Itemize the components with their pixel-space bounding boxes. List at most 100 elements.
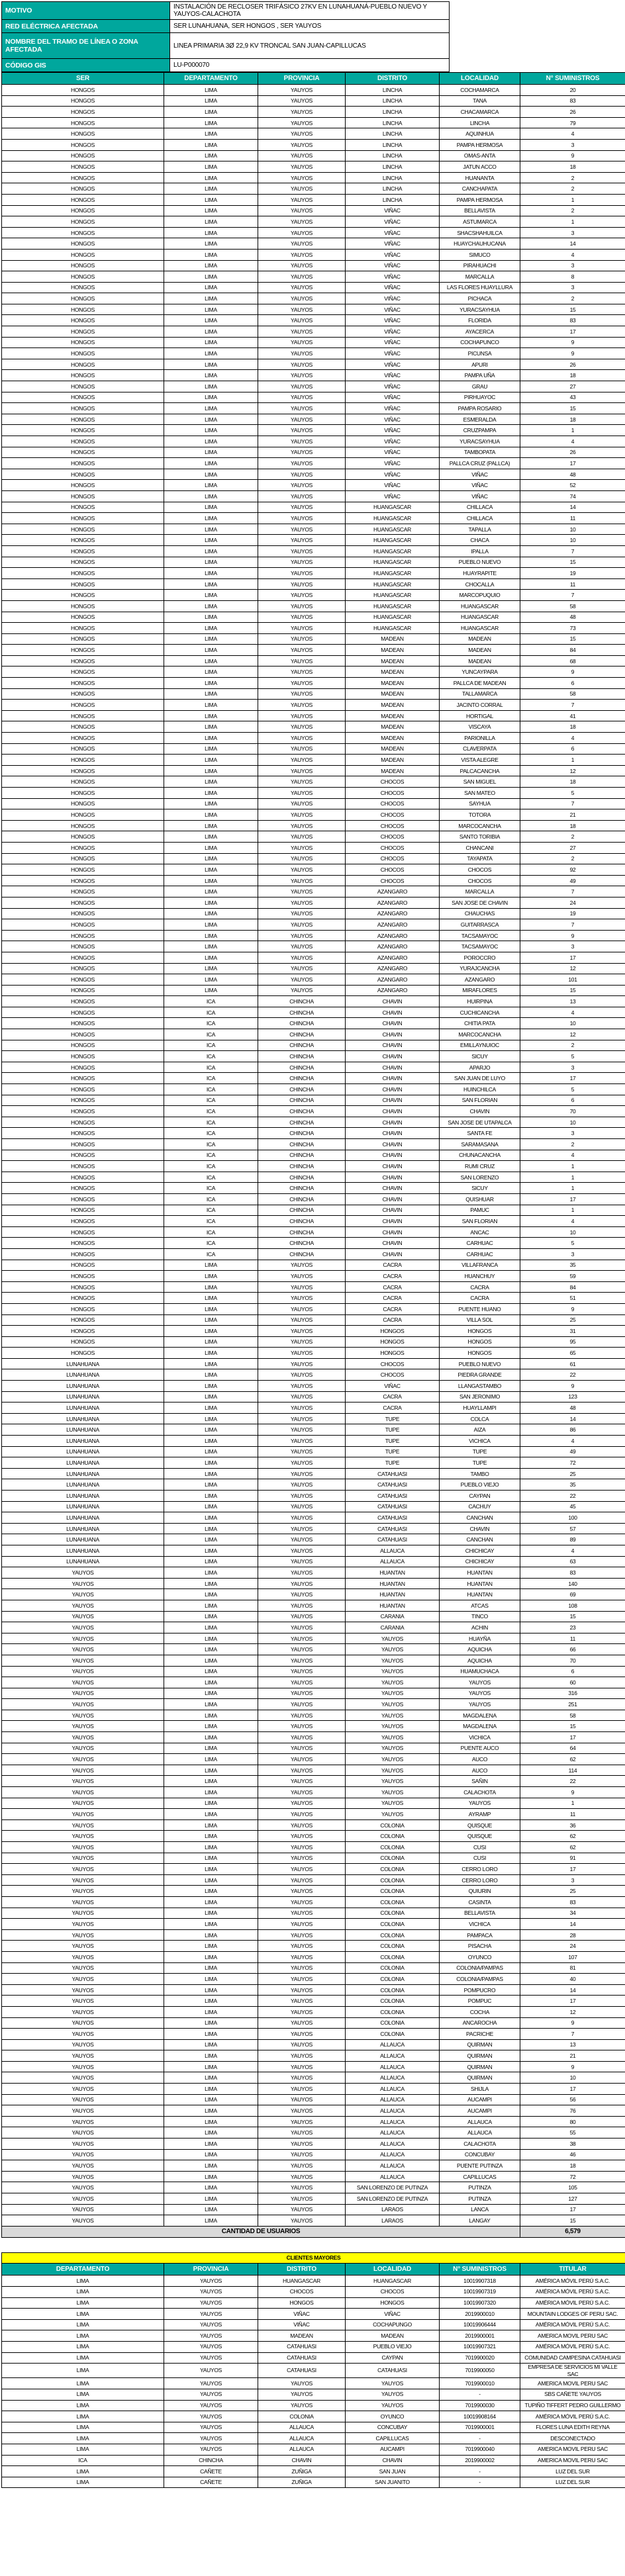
cell: OYUNCO: [439, 1951, 520, 1963]
cell: PALLCA DE MADEAN: [439, 677, 520, 689]
cell: COLONIA: [345, 1896, 440, 1908]
cell: CHAVIN: [345, 1182, 440, 1194]
cell: YAUYOS: [258, 1435, 346, 1447]
cell: AMERICA MOVIL PERU SAC: [519, 2377, 625, 2389]
cell: SAN JOSE DE UTAPALCA: [439, 1116, 520, 1128]
table-row: LUNAHUANA LIMA YAUYOS CATAHUASI CHAVIN 57: [1, 1522, 625, 1535]
cell: AYRAMP: [439, 1808, 520, 1820]
cell: HONGOS: [1, 1292, 164, 1304]
cell: CALACHOTA: [439, 1786, 520, 1798]
table-row: YAUYOS LIMA YAUYOS COLONIA PACRICHE 7: [1, 2028, 625, 2040]
cell: CHINCHA: [258, 1160, 346, 1172]
table-row: HONGOS LIMA YAUYOS HUANGASCAR CHILLACA 14: [1, 501, 625, 514]
cell: AUCAMPI: [345, 2443, 440, 2456]
cell: 2: [520, 205, 625, 217]
cell: CARANIA: [345, 1622, 440, 1633]
table-row: HONGOS ICA CHINCHA CHAVIN SICUY 1: [1, 1182, 625, 1194]
cell: 100: [520, 1512, 625, 1524]
cell: LIMA: [164, 2182, 258, 2193]
cell: LIMA: [164, 2005, 258, 2018]
cell: 2: [520, 293, 625, 304]
cell: YAUYOS: [258, 2083, 346, 2095]
cell: LIMA: [164, 446, 258, 459]
cell: AZANGARO: [345, 984, 440, 997]
cell: YAUYOS: [1, 1841, 164, 1853]
cell: YAUYOS: [258, 1830, 346, 1842]
cell: SANTA FE: [439, 1127, 520, 1139]
cell: 27: [520, 841, 625, 854]
cell: HONGOS: [1, 919, 164, 931]
cell: VIÑAC: [345, 391, 440, 404]
cell: YAUYOS: [1, 1677, 164, 1688]
cell: 123: [520, 1391, 625, 1403]
cell: LIMA: [164, 974, 258, 986]
cell: 15: [520, 984, 625, 997]
cell: 10: [520, 1226, 625, 1238]
cell: 74: [520, 490, 625, 502]
cell: YAUYOS: [345, 1731, 440, 1743]
cell: LUNAHUANA: [1, 1380, 164, 1392]
cell: MADEAN: [345, 655, 440, 667]
cell: HONGOS: [1, 1039, 164, 1052]
cell: AMERICA MOVIL PERU SAC: [519, 2330, 625, 2342]
cell: CACRA: [345, 1314, 440, 1326]
cell: 68: [520, 655, 625, 667]
cell: YAUYOS: [258, 545, 346, 557]
cell: 7: [520, 699, 625, 711]
cell: ICA: [164, 1226, 258, 1238]
cell: 22: [520, 1369, 625, 1381]
cell: YAUYOS: [258, 556, 346, 569]
cell: LUNAHUANA: [1, 1457, 164, 1469]
cell: LIMA: [164, 1325, 258, 1337]
cell: HONGOS: [1, 819, 164, 832]
cell: CAPILLUCAS: [345, 2432, 440, 2444]
total-row: CANTIDAD DE USUARIOS 6,579: [1, 2225, 625, 2238]
cell: CATAHUASI: [345, 1467, 440, 1480]
cell: LIMA: [164, 314, 258, 327]
cell: ICA: [164, 1029, 258, 1040]
cell: YAUYOS: [345, 1687, 440, 1700]
table-row: HONGOS LIMA YAUYOS HUANGASCAR IPALLA 7: [1, 545, 625, 557]
column-header: PROVINCIA: [164, 2263, 258, 2276]
cell: CATAHUASI: [345, 1479, 440, 1491]
cell: PAMUC: [439, 1204, 520, 1217]
cell: LIMA: [164, 1303, 258, 1315]
cell: CACRA: [345, 1292, 440, 1304]
cell: 95: [520, 1336, 625, 1348]
cell: LUNAHUANA: [1, 1555, 164, 1568]
cell: YAUYOS: [258, 413, 346, 426]
cell: VIÑAC: [345, 293, 440, 304]
cell: HONGOS: [1, 710, 164, 722]
cell: HONGOS: [1, 545, 164, 557]
cell: YAUYOS: [258, 336, 346, 349]
cell: -: [439, 2465, 520, 2477]
table-row: HONGOS LIMA YAUYOS VIÑAC BELLAVISTA 2: [1, 205, 625, 217]
cell: AZANGARO: [439, 974, 520, 986]
cell: YAUYOS: [1, 1632, 164, 1645]
table-row: LIMA YAUYOS HONGOS HONGOS 10019907320 AMÉRICA…: [1, 2297, 625, 2309]
cell: LIMA: [164, 864, 258, 876]
cell: VIÑAC: [345, 468, 440, 481]
cell: VILLA SOL: [439, 1314, 520, 1326]
cell: YAUYOS: [258, 1303, 346, 1315]
cell: CHAVIN: [258, 2454, 346, 2467]
cell: YAUYOS: [258, 1457, 346, 1469]
cell: APARJO: [439, 1061, 520, 1074]
cell: LIMA: [164, 787, 258, 799]
cell: LIMA: [1, 2388, 164, 2401]
cell: SAN JUAN DE LUYO: [439, 1072, 520, 1085]
cell: 2: [520, 852, 625, 865]
cell: YAUYOS: [1, 2050, 164, 2062]
table-row: HONGOS LIMA YAUYOS MADEAN YUNCAYPARA 9: [1, 666, 625, 678]
cell: PAMPA HERMOSA: [439, 193, 520, 206]
cell: RUMI CRUZ: [439, 1160, 520, 1172]
cell: 22: [520, 1490, 625, 1502]
cell: 17: [520, 1193, 625, 1205]
cell: LINCHA: [345, 171, 440, 184]
cell: 84: [520, 1281, 625, 1293]
column-header: DEPARTAMENTO: [164, 72, 258, 85]
cell: YAUYOS: [1, 2017, 164, 2029]
cell: BELLAVISTA: [439, 1907, 520, 1919]
cell: LIMA: [164, 688, 258, 700]
table-row: HONGOS LIMA YAUYOS MADEAN CLAVERPATA 6: [1, 743, 625, 755]
